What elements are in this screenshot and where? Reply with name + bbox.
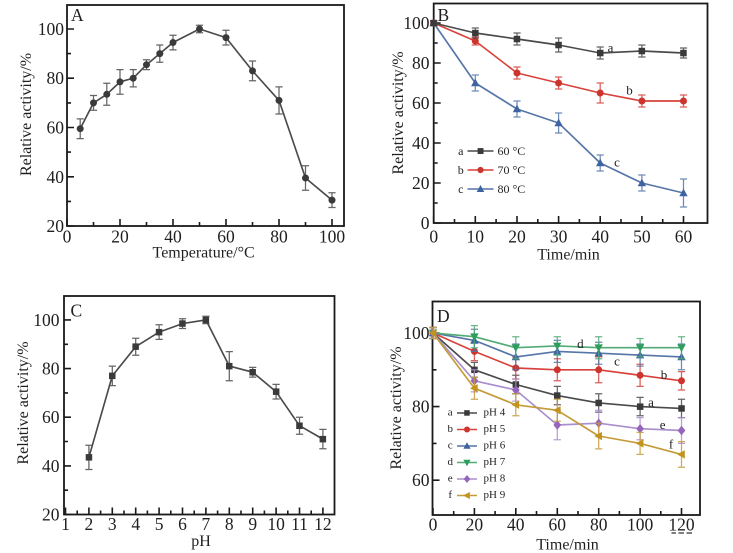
svg-text:10: 10 — [267, 514, 285, 534]
svg-text:40: 40 — [164, 227, 182, 247]
svg-text:c: c — [458, 182, 463, 196]
svg-text:80: 80 — [590, 515, 608, 535]
svg-text:Temperature/°C: Temperature/°C — [153, 244, 255, 261]
svg-text:a: a — [608, 40, 614, 55]
svg-text:c: c — [448, 440, 453, 452]
svg-text:40: 40 — [47, 167, 65, 187]
svg-text:40: 40 — [412, 133, 430, 153]
svg-text:pH 7: pH 7 — [484, 456, 506, 468]
svg-text:c: c — [614, 155, 620, 170]
svg-text:80: 80 — [47, 68, 65, 88]
svg-text:f: f — [669, 437, 674, 452]
svg-text:Relative activity/%: Relative activity/% — [18, 53, 35, 176]
svg-text:20: 20 — [47, 216, 65, 236]
svg-text:b: b — [458, 163, 464, 177]
svg-text:60: 60 — [42, 407, 60, 427]
svg-text:60: 60 — [217, 227, 235, 247]
svg-text:30: 30 — [550, 227, 568, 247]
svg-text:a: a — [648, 395, 654, 410]
svg-text:70 °C: 70 °C — [498, 163, 526, 177]
svg-text:100: 100 — [403, 13, 430, 33]
svg-text:d: d — [447, 456, 453, 468]
svg-text:e: e — [660, 417, 666, 432]
svg-text:100: 100 — [403, 323, 430, 343]
svg-text:0: 0 — [63, 227, 72, 247]
svg-text:pH 6: pH 6 — [484, 440, 506, 452]
svg-text:100: 100 — [38, 19, 65, 39]
svg-text:20: 20 — [412, 173, 430, 193]
svg-text:60: 60 — [549, 515, 567, 535]
svg-text:Relative activity/%: Relative activity/% — [388, 346, 405, 469]
svg-text:2: 2 — [85, 514, 94, 534]
svg-text:100: 100 — [319, 227, 346, 247]
svg-text:100: 100 — [33, 310, 60, 330]
svg-text:80: 80 — [42, 359, 60, 379]
svg-text:40: 40 — [507, 515, 525, 535]
svg-text:b: b — [447, 423, 453, 435]
svg-text:3: 3 — [108, 514, 117, 534]
svg-text:f: f — [448, 489, 452, 501]
svg-text:C: C — [71, 301, 83, 321]
svg-text:80: 80 — [270, 227, 288, 247]
svg-text:12: 12 — [314, 514, 332, 534]
svg-text:20: 20 — [42, 505, 60, 525]
svg-text:40: 40 — [42, 456, 60, 476]
svg-text:8: 8 — [225, 514, 234, 534]
svg-text:Time/min: Time/min — [537, 247, 600, 264]
svg-text:Relative activity/%: Relative activity/% — [15, 341, 32, 464]
svg-text:80: 80 — [412, 53, 430, 73]
svg-text:pH 5: pH 5 — [484, 423, 506, 435]
svg-text:pH: pH — [191, 533, 211, 550]
svg-text:4: 4 — [131, 514, 140, 534]
svg-text:11: 11 — [291, 514, 308, 534]
svg-text:0: 0 — [421, 213, 430, 233]
svg-text:80: 80 — [412, 397, 430, 417]
svg-text:80 °C: 80 °C — [498, 182, 526, 196]
svg-text:d: d — [577, 336, 584, 351]
svg-text:100: 100 — [627, 515, 654, 535]
svg-text:pH 4: pH 4 — [484, 407, 506, 419]
svg-text:7: 7 — [202, 514, 211, 534]
svg-text:a: a — [448, 407, 453, 419]
svg-text:pH 9: pH 9 — [484, 489, 506, 501]
svg-text:0: 0 — [429, 227, 438, 247]
svg-text:60: 60 — [412, 470, 430, 490]
svg-text:Time/min: Time/min — [536, 537, 599, 553]
svg-text:D: D — [437, 306, 450, 326]
svg-text:60: 60 — [412, 93, 430, 113]
svg-text:b: b — [661, 367, 668, 382]
svg-text:c: c — [614, 354, 620, 369]
svg-text:0: 0 — [429, 515, 438, 535]
svg-text:1: 1 — [61, 514, 70, 534]
svg-text:50: 50 — [633, 227, 651, 247]
svg-text:A: A — [71, 5, 84, 25]
svg-text:b: b — [626, 83, 633, 98]
svg-text:pH 8: pH 8 — [484, 473, 506, 485]
svg-text:20: 20 — [111, 227, 129, 247]
svg-text:120: 120 — [668, 515, 695, 535]
svg-text:5: 5 — [155, 514, 164, 534]
svg-text:40: 40 — [591, 227, 609, 247]
svg-text:a: a — [458, 144, 464, 158]
svg-text:60: 60 — [47, 118, 65, 138]
svg-text:10: 10 — [467, 227, 485, 247]
svg-text:9: 9 — [248, 514, 257, 534]
svg-text:Relative activity/%: Relative activity/% — [390, 51, 407, 174]
svg-text:60 °C: 60 °C — [498, 144, 526, 158]
svg-text:20: 20 — [466, 515, 484, 535]
svg-text:20: 20 — [508, 227, 526, 247]
svg-text:e: e — [448, 473, 453, 485]
svg-text:60: 60 — [675, 227, 693, 247]
svg-text:6: 6 — [178, 514, 187, 534]
svg-text:B: B — [438, 5, 450, 25]
